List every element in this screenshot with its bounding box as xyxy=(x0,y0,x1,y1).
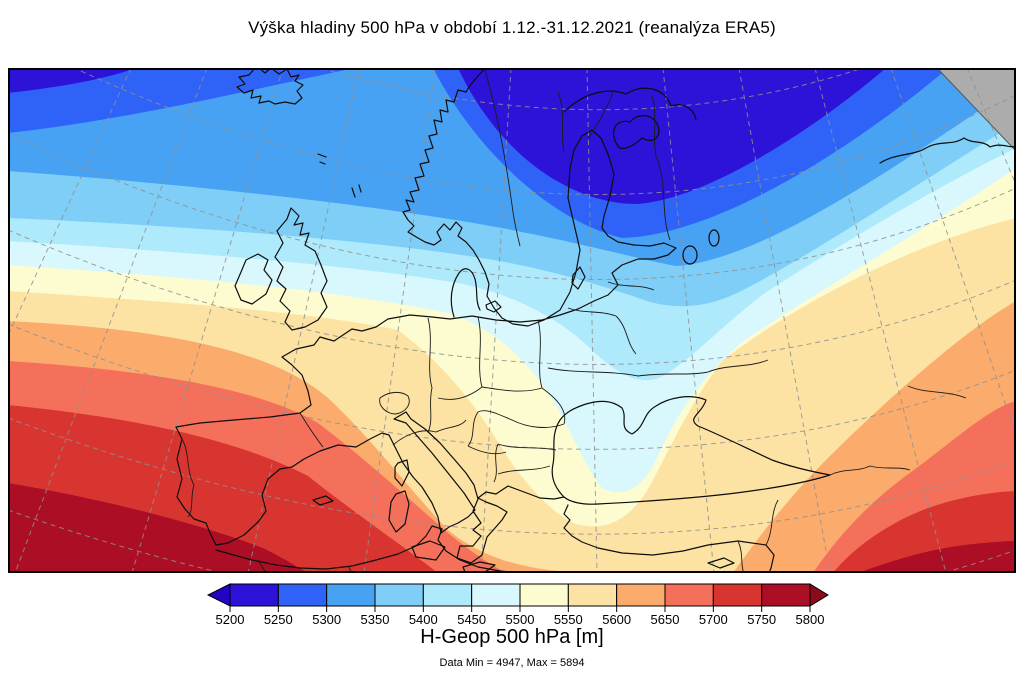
colorbar: 5200 5250 5300 5350 5400 5450 5500 5550 … xyxy=(206,583,830,643)
colorbar-cell xyxy=(712,583,763,607)
colorbar-cell xyxy=(761,583,811,607)
contour-band xyxy=(8,68,355,133)
colorbar-unit-label: H-Geop 500 hPa [m] xyxy=(420,626,604,648)
colorbar-cell xyxy=(277,583,328,607)
map-frame xyxy=(8,68,1016,573)
page-title: Výška hladiny 500 hPa v období 1.12.-31.… xyxy=(248,18,776,37)
colorbar-cell xyxy=(471,583,521,607)
colorbar-cell xyxy=(374,583,424,607)
colorbar-cell xyxy=(326,583,376,607)
colorbar-cell xyxy=(519,583,569,607)
colorbar-tick-label: 5500 xyxy=(505,612,535,627)
colorbar-cell xyxy=(664,583,714,607)
coastlines xyxy=(175,68,1016,573)
colorbar-tick-label: 5400 xyxy=(408,612,438,627)
map-canvas xyxy=(8,68,1016,573)
colorbar-tick-label: 5700 xyxy=(698,612,728,627)
colorbar-scale xyxy=(206,583,829,612)
colorbar-tick-label: 5200 xyxy=(215,612,245,627)
colorbar-tick-label: 5350 xyxy=(360,612,390,627)
colorbar-cell xyxy=(422,583,473,607)
colorbar-ticks xyxy=(229,606,811,612)
colorbar-tick-label: 5450 xyxy=(457,612,487,627)
data-range-caption: Data Min = 4947, Max = 5894 xyxy=(439,657,585,669)
colorbar-tick-label: 5300 xyxy=(312,612,342,627)
colorbar-cell xyxy=(229,583,279,607)
contour-map xyxy=(8,68,1016,573)
colorbar-tick-label: 5250 xyxy=(263,612,293,627)
colorbar-tick-label: 5550 xyxy=(553,612,583,627)
contour-band xyxy=(8,68,136,93)
contour-band xyxy=(458,68,886,204)
country-borders xyxy=(181,69,967,573)
colorbar-under-arrow xyxy=(206,583,231,607)
colorbar-tick-label: 5600 xyxy=(602,612,632,627)
colorbar-tick-label: 5800 xyxy=(795,612,825,627)
colorbar-over-arrow xyxy=(809,583,829,607)
colorbar-cell xyxy=(567,583,618,607)
colorbar-tick-label: 5750 xyxy=(747,612,777,627)
colorbar-tick-label: 5650 xyxy=(650,612,680,627)
nodata-edge xyxy=(936,68,1016,152)
colorbar-cell xyxy=(616,583,666,607)
